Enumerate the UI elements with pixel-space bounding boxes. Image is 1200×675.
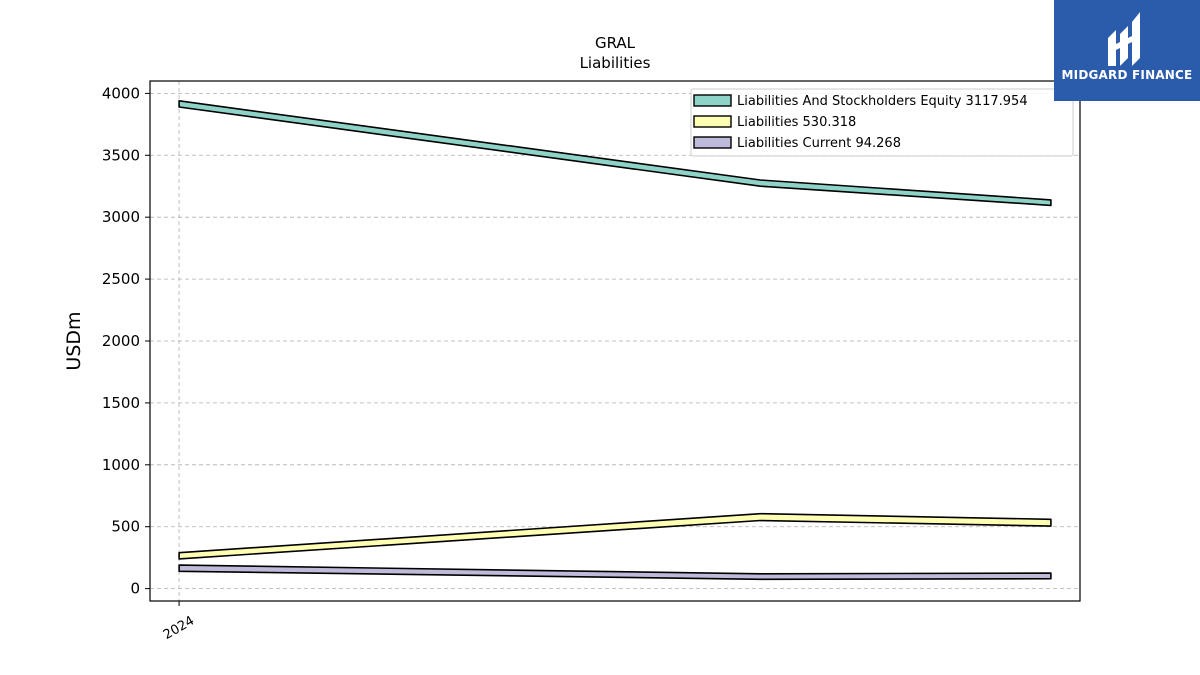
brand-name: MIDGARD FINANCE	[1061, 68, 1193, 82]
legend-label: Liabilities 530.318	[737, 115, 856, 130]
y-tick-label: 500	[111, 518, 140, 536]
legend-box	[690, 88, 1074, 157]
y-tick-label: 3000	[102, 208, 140, 226]
legend-label: Liabilities And Stockholders Equity 3117…	[737, 94, 1028, 109]
brand-logo: MIDGARD FINANCE	[1054, 0, 1200, 101]
legend-swatch	[693, 115, 732, 128]
series-band-3	[178, 564, 1052, 581]
legend-label: Liabilities Current 94.268	[737, 136, 901, 151]
legend-swatch	[693, 94, 732, 107]
chart-subtitle: Liabilities	[580, 54, 651, 72]
y-tick-label: 0	[130, 580, 140, 598]
y-axis-label: USDm	[63, 311, 85, 370]
series-band-2	[178, 512, 1052, 560]
legend: Liabilities And Stockholders Equity 3117…	[690, 88, 1074, 157]
y-axis: 0 500 1000 1500 2000 2500 3000 3500 4000	[102, 84, 150, 598]
series-band-1	[178, 100, 1052, 207]
y-tick-label: 1000	[102, 456, 140, 474]
y-tick-label: 2500	[102, 270, 140, 288]
y-tick-label: 4000	[102, 84, 140, 102]
y-tick-label: 2000	[102, 332, 140, 350]
x-axis: 2024	[161, 601, 197, 643]
y-tick-label: 3500	[102, 146, 140, 164]
y-tick-label: 1500	[102, 394, 140, 412]
x-tick-label: 2024	[161, 613, 197, 643]
series-group	[178, 100, 1052, 581]
logo-mark-icon	[1108, 12, 1140, 66]
legend-swatch	[693, 136, 732, 149]
chart-title: GRAL	[595, 34, 636, 52]
